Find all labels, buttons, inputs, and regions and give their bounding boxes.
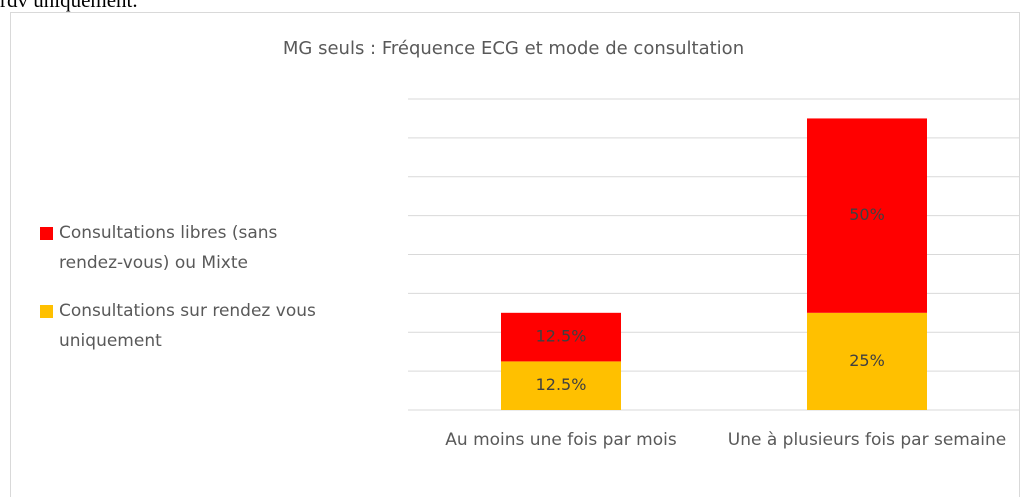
bar-segment — [807, 312, 927, 410]
legend-swatch — [40, 227, 53, 240]
data-label: 12.5% — [536, 375, 587, 394]
bar-segment — [807, 118, 927, 313]
legend-swatch — [40, 305, 53, 318]
top-text: rdv uniquement. — [0, 0, 138, 12]
data-label: 25% — [849, 351, 885, 370]
chart-title: MG seuls : Fréquence ECG et mode de cons… — [282, 38, 745, 59]
x-tick-label: Au moins une fois par mois — [445, 430, 677, 450]
legend-item: Consultations libres (sans rendez-vous) … — [40, 218, 340, 278]
bar-segment — [501, 312, 621, 362]
legend-label: Consultations libres (sans rendez-vous) … — [59, 223, 278, 273]
legend-label: Consultations sur rendez vous uniquement — [59, 301, 316, 351]
data-label: 12.5% — [536, 327, 587, 346]
x-tick-label: Une à plusieurs fois par semaine — [727, 430, 1007, 450]
data-label: 50% — [849, 205, 885, 224]
legend-item: Consultations sur rendez vous uniquement — [40, 296, 340, 356]
bar-segment — [501, 361, 621, 410]
